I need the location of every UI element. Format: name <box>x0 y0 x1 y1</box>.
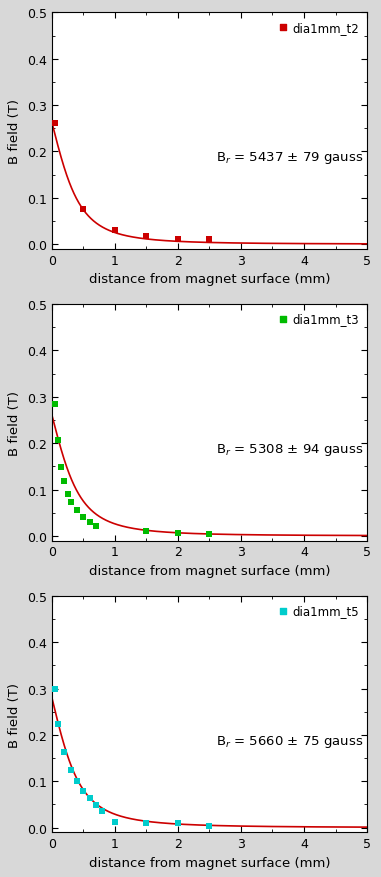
Point <box>112 815 118 829</box>
X-axis label: distance from magnet surface (mm): distance from magnet surface (mm) <box>89 564 330 577</box>
Y-axis label: B field (T): B field (T) <box>8 390 21 455</box>
Point <box>86 516 93 530</box>
Point <box>80 203 86 217</box>
Legend: dia1mm_t3: dia1mm_t3 <box>274 310 361 328</box>
Point <box>55 717 61 731</box>
Text: B$_r$ = 5437 ± 79 gauss: B$_r$ = 5437 ± 79 gauss <box>216 150 363 167</box>
Point <box>61 745 67 759</box>
Legend: dia1mm_t5: dia1mm_t5 <box>274 602 361 620</box>
Point <box>64 488 70 502</box>
Y-axis label: B field (T): B field (T) <box>8 681 21 746</box>
Point <box>175 526 181 540</box>
Point <box>207 233 213 247</box>
Point <box>207 527 213 541</box>
Point <box>93 798 99 812</box>
Point <box>207 819 213 833</box>
Point <box>52 681 58 695</box>
Point <box>74 503 80 517</box>
Point <box>99 804 105 818</box>
Point <box>143 816 149 830</box>
Point <box>58 460 64 474</box>
Point <box>86 791 93 805</box>
Point <box>80 510 86 524</box>
Point <box>175 816 181 831</box>
Legend: dia1mm_t2: dia1mm_t2 <box>274 19 361 37</box>
Point <box>80 785 86 799</box>
Point <box>52 397 58 411</box>
Point <box>112 224 118 238</box>
Point <box>55 433 61 447</box>
Text: B$_r$ = 5308 ± 94 gauss: B$_r$ = 5308 ± 94 gauss <box>216 442 363 458</box>
Point <box>175 232 181 246</box>
Point <box>52 117 58 131</box>
Point <box>143 230 149 244</box>
Point <box>74 774 80 788</box>
Point <box>67 496 74 510</box>
Point <box>143 524 149 538</box>
X-axis label: distance from magnet surface (mm): distance from magnet surface (mm) <box>89 856 330 869</box>
Point <box>61 474 67 488</box>
X-axis label: distance from magnet surface (mm): distance from magnet surface (mm) <box>89 273 330 286</box>
Point <box>93 519 99 533</box>
Text: B$_r$ = 5660 ± 75 gauss: B$_r$ = 5660 ± 75 gauss <box>216 733 363 749</box>
Y-axis label: B field (T): B field (T) <box>8 99 21 164</box>
Point <box>67 763 74 777</box>
